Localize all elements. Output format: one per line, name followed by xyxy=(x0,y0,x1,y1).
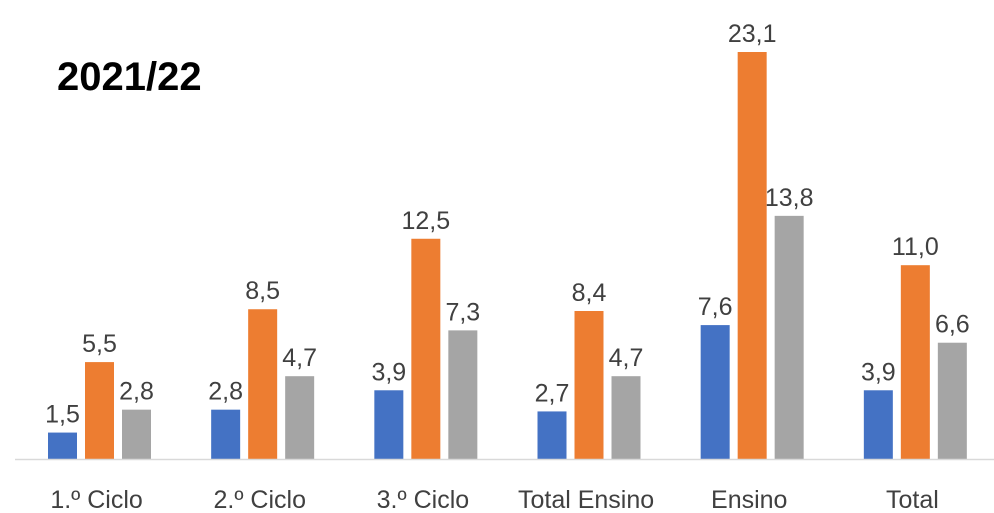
chart-title: 2021/22 xyxy=(57,55,202,99)
bar-4-series-2 xyxy=(574,311,604,459)
bar-3-series-1 xyxy=(374,390,404,459)
data-label-2-series-2: 8,5 xyxy=(245,277,280,305)
data-label-6-series-3: 6,6 xyxy=(935,311,970,339)
x-tick-label-3: 3.º Ciclo xyxy=(377,486,470,513)
bar-2-series-3 xyxy=(285,376,315,459)
data-label-3-series-2: 12,5 xyxy=(401,207,450,235)
data-label-3-series-1: 3,9 xyxy=(371,358,406,386)
data-label-4-series-2: 8,4 xyxy=(572,279,607,307)
data-label-2-series-1: 2,8 xyxy=(208,378,243,406)
data-label-1-series-3: 2,8 xyxy=(119,378,154,406)
data-label-3-series-3: 7,3 xyxy=(445,298,480,326)
bar-1-series-3 xyxy=(122,409,151,459)
bar-1-series-1 xyxy=(48,432,77,459)
bar-6-series-2 xyxy=(900,265,930,459)
data-label-2-series-3: 4,7 xyxy=(282,344,317,372)
x-tick-label-1: 1.º Ciclo xyxy=(50,486,143,513)
bar-1-series-2 xyxy=(85,362,114,459)
bar-5-series-3 xyxy=(774,215,804,459)
x-tick-labels: 1.º Ciclo 2.º Ciclo 3.º Ciclo Total Ensino E… xyxy=(50,486,938,513)
data-label-6-series-2: 11,0 xyxy=(892,233,939,261)
bar-5-series-1 xyxy=(700,325,730,459)
x-tick-label-2: 2.º Ciclo xyxy=(214,486,307,513)
data-label-5-series-1: 7,6 xyxy=(698,293,733,321)
bar-4-series-3 xyxy=(611,376,641,459)
data-labels-layer: 1,55,52,8 2,88,54,73,912,57,32,78,44,77,6… xyxy=(45,20,970,429)
data-label-5-series-2: 23,1 xyxy=(728,20,777,48)
bar-2-series-2 xyxy=(248,309,278,459)
data-label-4-series-1: 2,7 xyxy=(535,379,570,407)
bar-6-series-3 xyxy=(937,342,967,459)
bars-layer xyxy=(48,52,967,459)
data-label-1-series-1: 1,5 xyxy=(45,401,80,429)
bar-4-series-1 xyxy=(537,411,567,459)
data-label-1-series-2: 5,5 xyxy=(82,330,117,358)
bar-3-series-2 xyxy=(411,238,441,459)
data-label-6-series-1: 3,9 xyxy=(861,358,896,386)
x-tick-label-6: Total xyxy=(886,486,939,513)
x-tick-label-5: Ensino xyxy=(711,486,787,513)
bar-2-series-1 xyxy=(211,409,241,459)
bar-5-series-2 xyxy=(737,52,767,459)
data-label-4-series-3: 4,7 xyxy=(609,344,644,372)
data-label-5-series-3: 13,8 xyxy=(765,184,814,212)
bar-6-series-1 xyxy=(863,390,893,459)
x-tick-label-4: Total Ensino xyxy=(518,486,654,513)
bar-3-series-3 xyxy=(448,330,478,459)
